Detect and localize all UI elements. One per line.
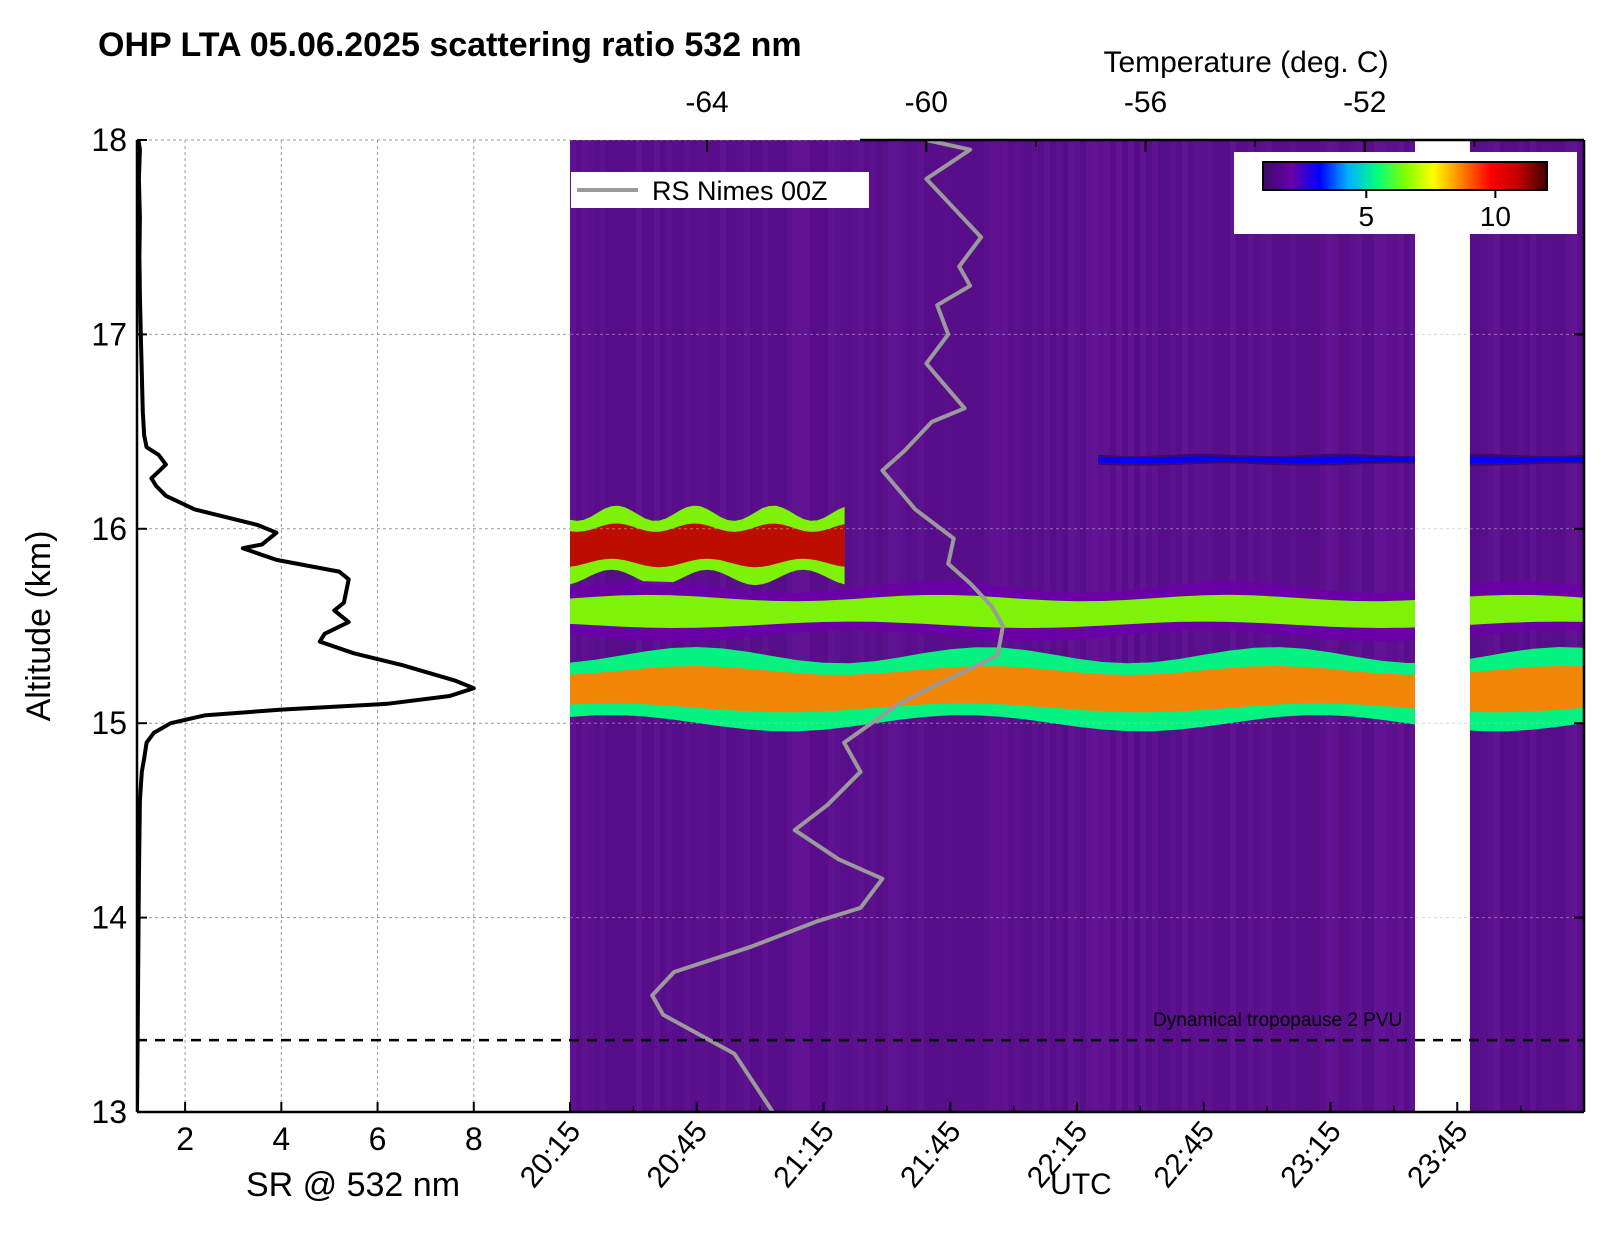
colorbar-ramp bbox=[1262, 161, 1548, 191]
sr-x-axis-label: SR @ 532 nm bbox=[246, 1166, 460, 1204]
utc-axis: 20:15 20:45 21:15 21:45 22:15 22:45 23:15 23:45 bbox=[514, 1102, 1522, 1194]
legend: RS Nimes 00Z bbox=[571, 172, 869, 208]
sr-tick-label: 4 bbox=[272, 1121, 290, 1157]
altitude-tick-label: 14 bbox=[91, 900, 127, 936]
colorbar-ticks: 5 10 bbox=[1358, 190, 1511, 232]
temperature-axis: -64 -60 -56 -52 bbox=[685, 86, 1585, 152]
altitude-tick-label: 15 bbox=[91, 705, 127, 741]
utc-tick-label: 23:45 bbox=[1401, 1115, 1475, 1194]
sr-x-axis: 2 4 6 8 bbox=[176, 1102, 483, 1157]
utc-tick-label: 21:45 bbox=[894, 1115, 968, 1194]
altitude-axis-label: Altitude (km) bbox=[20, 531, 58, 722]
tropopause-label: Dynamical tropopause 2 PVU bbox=[1153, 1010, 1402, 1031]
altitude-tick-label: 13 bbox=[91, 1094, 127, 1130]
sr-heatmap-panel: 20:15 20:45 21:15 21:45 22:15 22:45 23:15 23:45… bbox=[514, 86, 1586, 1194]
temperature-tick-label: -60 bbox=[905, 86, 948, 119]
temperature-axis-label: Temperature (deg. C) bbox=[1103, 46, 1388, 79]
aerosol-layer-core bbox=[570, 594, 1584, 628]
data-gap bbox=[1415, 140, 1470, 1112]
colorbar-tick-label: 10 bbox=[1480, 201, 1511, 232]
colorbar-tick-label: 5 bbox=[1358, 201, 1374, 232]
utc-tick-label: 22:45 bbox=[1148, 1115, 1222, 1194]
utc-tick-label: 20:15 bbox=[514, 1115, 588, 1194]
sr-tick-label: 8 bbox=[465, 1121, 483, 1157]
heatmap-grid bbox=[570, 140, 1584, 1112]
altitude-tick-label: 17 bbox=[91, 316, 127, 352]
chart-title: OHP LTA 05.06.2025 scattering ratio 532 … bbox=[98, 26, 802, 64]
sr-plot-area bbox=[137, 140, 570, 1112]
legend-label: RS Nimes 00Z bbox=[652, 176, 828, 206]
utc-tick-label: 23:15 bbox=[1274, 1115, 1348, 1194]
altitude-tick-label: 18 bbox=[91, 122, 127, 158]
altitude-tick-label: 16 bbox=[91, 511, 127, 547]
sr-profile-panel: 2 4 6 8 13 14 15 16 17 18 bbox=[91, 122, 570, 1157]
aerosol-layer-core bbox=[570, 666, 1584, 713]
temperature-tick-label: -56 bbox=[1124, 86, 1167, 119]
altitude-axis: 13 14 15 16 17 18 bbox=[91, 122, 147, 1130]
colorbar: 5 10 bbox=[1234, 152, 1577, 234]
aerosol-layers bbox=[570, 453, 1584, 732]
sr-tick-label: 2 bbox=[176, 1121, 194, 1157]
sr-tick-label: 6 bbox=[369, 1121, 387, 1157]
sr-profile-line bbox=[137, 140, 476, 1112]
rs-nimes-temperature-line bbox=[650, 140, 1005, 1112]
temperature-tick-label: -52 bbox=[1343, 86, 1386, 119]
aerosol-layer-core bbox=[1098, 456, 1584, 464]
utc-tick-label: 20:45 bbox=[641, 1115, 715, 1194]
utc-axis-label: UTC bbox=[1050, 1168, 1112, 1201]
temperature-tick-label: -64 bbox=[685, 86, 728, 119]
utc-tick-label: 21:15 bbox=[767, 1115, 841, 1194]
aerosol-layer-core bbox=[570, 523, 845, 568]
